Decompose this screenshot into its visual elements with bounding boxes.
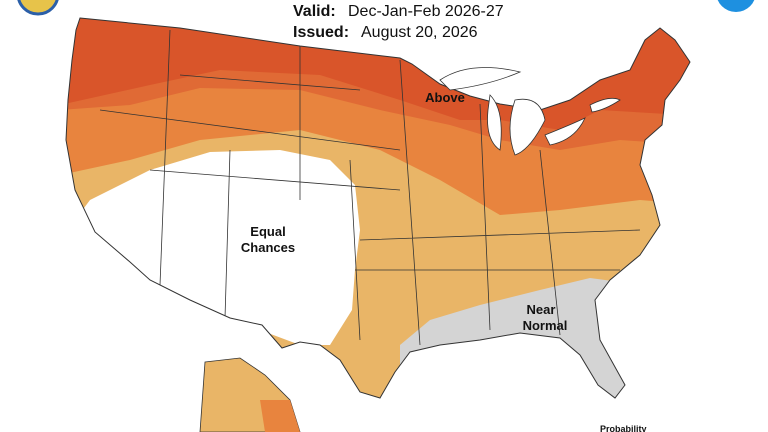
equal-chances-region bbox=[66, 150, 360, 345]
logo-right bbox=[717, 0, 755, 12]
above-label: Above bbox=[425, 90, 465, 105]
logo-left bbox=[17, 0, 59, 16]
near-label: Near bbox=[527, 302, 556, 317]
normal-label: Normal bbox=[523, 318, 568, 333]
issued-label: Issued: bbox=[293, 24, 349, 41]
issued-value: August 20, 2026 bbox=[361, 24, 478, 41]
valid-label: Valid: bbox=[293, 3, 336, 20]
chances-label: Chances bbox=[241, 240, 295, 255]
us-outline bbox=[65, 17, 691, 399]
great-lakes bbox=[439, 67, 621, 156]
legend-title: Probability bbox=[600, 424, 647, 432]
equal-label: Equal bbox=[250, 224, 285, 239]
alaska-orange bbox=[260, 400, 300, 432]
valid-value: Dec-Jan-Feb 2026-27 bbox=[348, 3, 504, 20]
state-lines bbox=[99, 29, 641, 346]
